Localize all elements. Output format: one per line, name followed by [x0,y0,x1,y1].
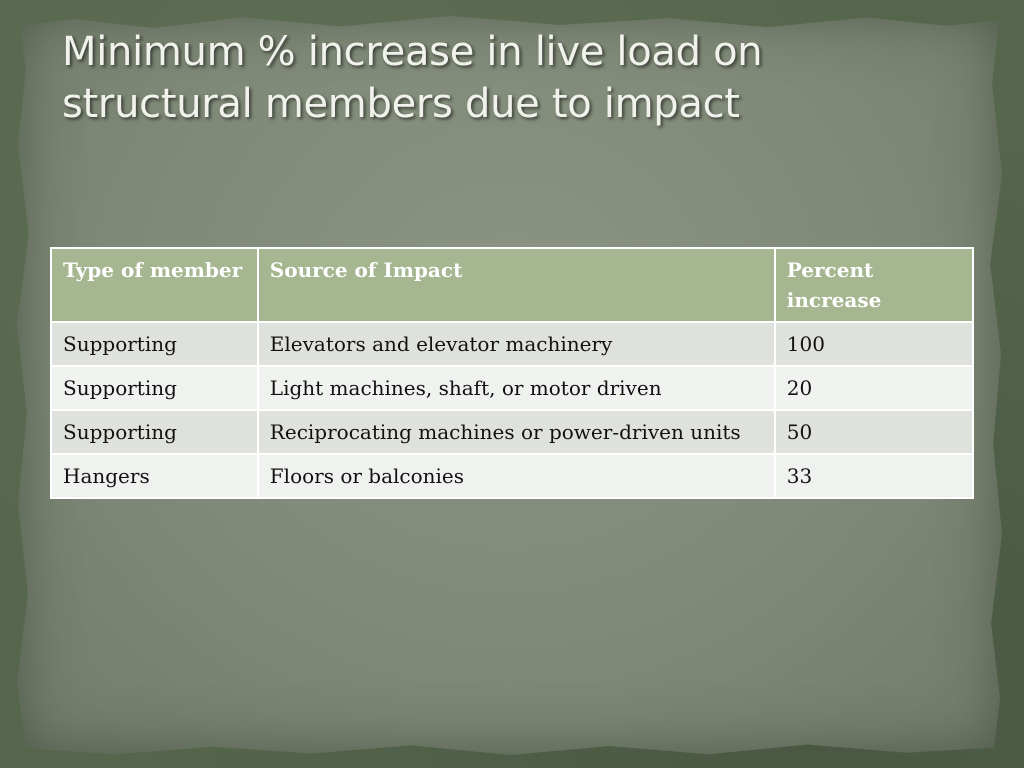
cell-percent-increase: 33 [773,453,975,499]
cell-type-of-member: Supporting [50,409,259,455]
table-row: Hangers Floors or balconies 33 [50,453,975,499]
header-type-of-member: Type of member [50,247,259,323]
cell-source-of-impact: Floors or balconies [256,453,776,499]
cell-type-of-member: Hangers [50,453,259,499]
impact-table: Type of member Source of Impact Percent … [50,247,975,499]
cell-source-of-impact: Reciprocating machines or power-driven u… [256,409,776,455]
header-percent-increase: Percent increase [773,247,975,323]
cell-percent-increase: 100 [773,321,975,367]
cell-type-of-member: Supporting [50,321,259,367]
table-row: Supporting Light machines, shaft, or mot… [50,365,975,411]
cell-percent-increase: 50 [773,409,975,455]
table-row: Supporting Elevators and elevator machin… [50,321,975,367]
slide-title: Minimum % increase in live load on struc… [62,29,763,127]
header-source-of-impact: Source of Impact [256,247,776,323]
cell-source-of-impact: Elevators and elevator machinery [256,321,776,367]
cell-type-of-member: Supporting [50,365,259,411]
table-row: Supporting Reciprocating machines or pow… [50,409,975,455]
cell-source-of-impact: Light machines, shaft, or motor driven [256,365,776,411]
cell-percent-increase: 20 [773,365,975,411]
table-header-row: Type of member Source of Impact Percent … [50,247,975,323]
